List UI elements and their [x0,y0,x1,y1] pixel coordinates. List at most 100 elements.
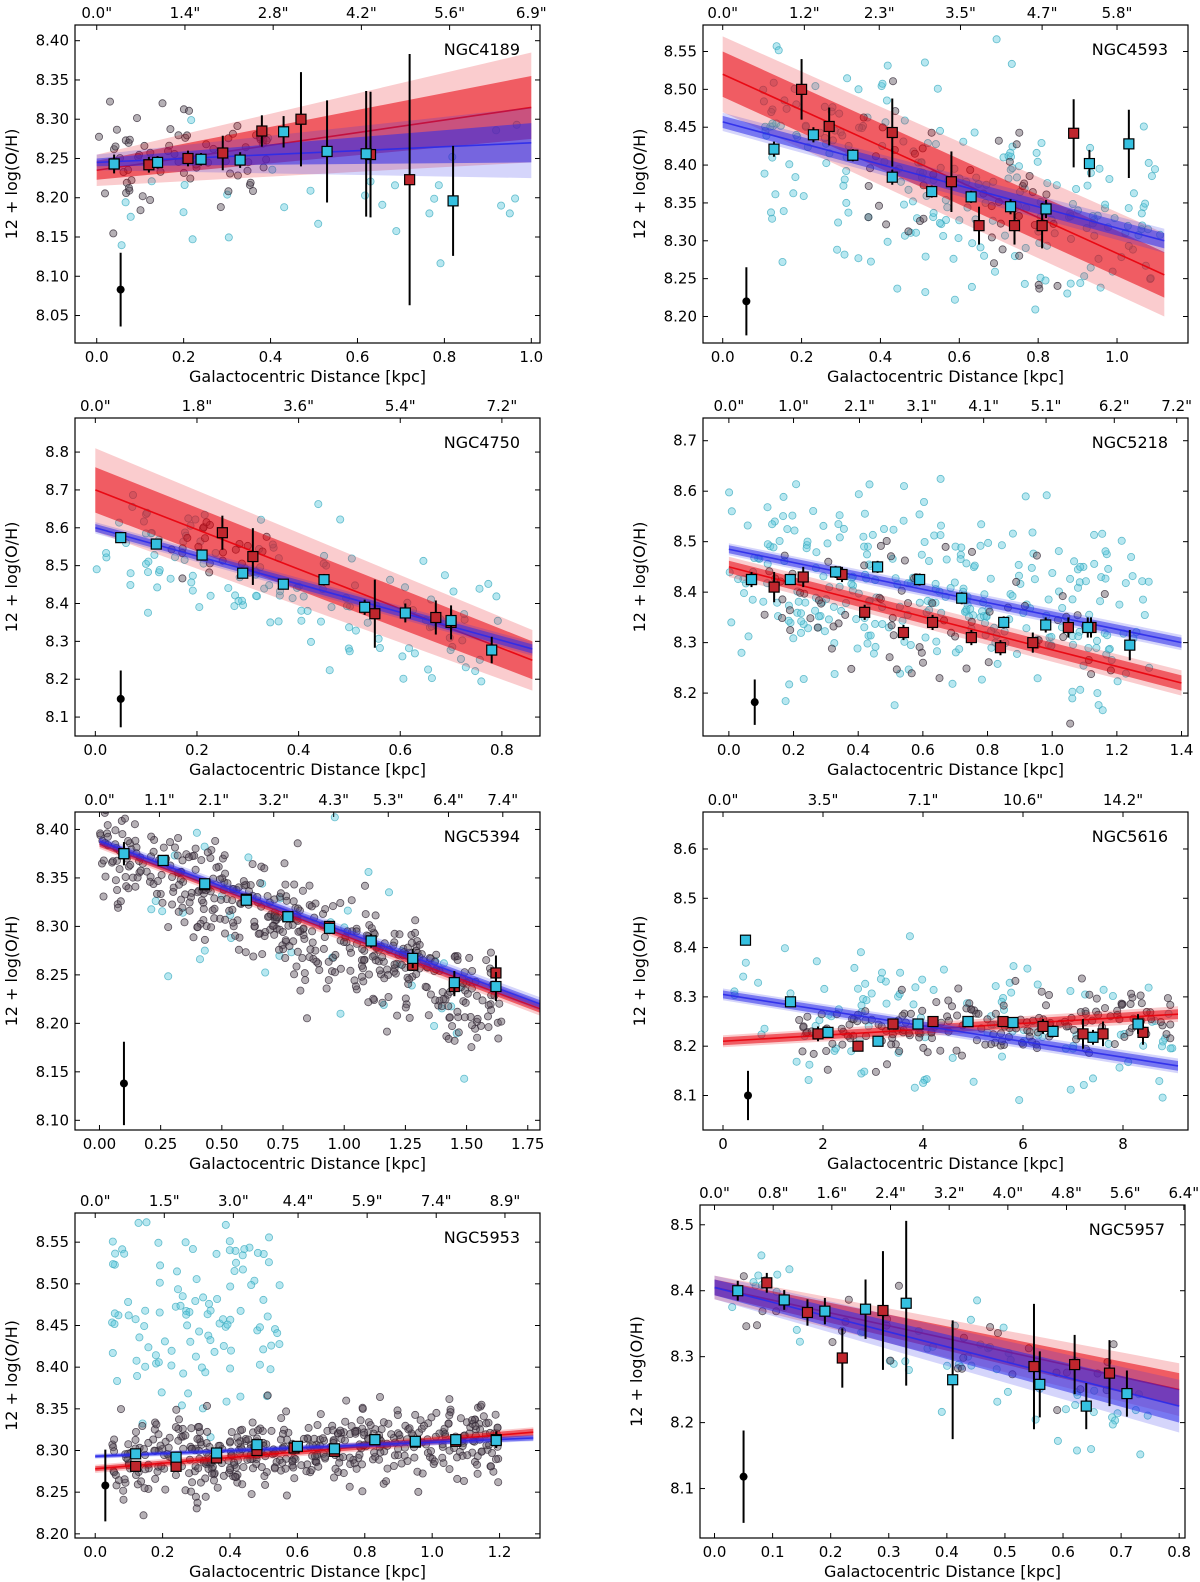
grey-spaxel-point [138,192,147,201]
cyan-spaxel-point [255,1360,264,1369]
cyan-spaxel-point [779,492,788,501]
typical-error-point [101,1481,110,1490]
cyan-binned-marker [784,573,796,586]
grey-spaxel-point [306,945,315,954]
grey-spaxel-point [95,132,104,141]
cyan-spaxel-point [150,550,159,559]
cyan-binned-marker [486,644,498,656]
red-binned-marker [1077,1028,1089,1040]
grey-spaxel-point [907,669,916,678]
grey-spaxel-point [892,665,901,674]
x-tick-label: 0.25 [144,1135,177,1153]
blue-fit-line [714,1286,1180,1407]
grey-spaxel-point [302,1014,311,1023]
grey-spaxel-point [484,1418,493,1427]
grey-spaxel-point [276,1435,285,1444]
cyan-binned-marker [1047,1025,1059,1037]
grey-spaxel-point [193,1434,202,1443]
y-tick-label: 8.20 [36,1525,69,1543]
grey-spaxel-point [897,985,906,994]
cyan-spaxel-point [253,1248,262,1257]
grey-spaxel-point [380,974,389,983]
red-binned-marker [877,1304,889,1317]
top-tick-label: 5.1" [1031,397,1062,415]
cyan-spaxel-point [772,42,781,51]
typical-error-point [116,285,125,294]
cyan-spaxel-point [775,537,784,546]
cyan-spaxel-point [158,907,167,916]
cyan-spaxel-point [1093,636,1102,645]
y-tick-label: 8.15 [36,1063,69,1081]
grey-spaxel-point [904,227,913,236]
blue-fit-line [96,141,532,164]
cyan-spaxel-point [213,1295,222,1304]
cyan-binned-marker [490,1434,502,1447]
cyan-spaxel-point [966,1315,975,1324]
cyan-spaxel-point [969,611,978,620]
cyan-spaxel-point [853,644,862,653]
grey-spaxel-point [125,186,134,195]
cyan-spaxel-point [968,239,977,248]
grey-spaxel-point [486,948,495,957]
cyan-spaxel-point [314,500,323,509]
plot-area [725,474,1182,728]
grey-spaxel-point [882,220,891,229]
grey-spaxel-point [140,141,149,150]
grey-spaxel-point [276,889,285,898]
grey-spaxel-point [125,135,134,144]
grey-spaxel-point [124,884,133,893]
cyan-spaxel-point [206,1306,215,1315]
grey-spaxel-point [182,131,191,140]
cyan-spaxel-point [939,965,948,974]
panel-ngc4189: 0.0 0.2 0.4 0.6 0.8 1.0 0.0" 1.4" 2.8" 4.2" 5.6" 6.… [2,4,547,386]
grey-spaxel-point [174,907,183,916]
grey-spaxel-point [300,969,309,978]
grey-spaxel-point [822,1047,831,1056]
cyan-spaxel-point [869,649,878,658]
red-binned-marker [926,616,939,629]
cyan-spaxel-point [392,227,401,236]
grey-spaxel-point [331,950,340,959]
cyan-spaxel-point [1089,1074,1098,1083]
cyan-binned-marker [956,592,968,604]
grey-spaxel-point [467,1021,476,1030]
grey-spaxel-point [900,556,909,565]
cyan-binned-marker [291,1440,303,1452]
grey-spaxel-point [234,945,243,954]
x-axis-title: Galactocentric Distance [kpc] [189,760,426,779]
grey-spaxel-point [359,1431,368,1440]
red-binned-marker [973,220,985,232]
cyan-spaxel-point [440,571,449,580]
y-tick-label: 8.30 [664,232,697,250]
cyan-spaxel-point [860,623,869,632]
typical-error-point [119,1079,128,1088]
cyan-binned-marker [886,171,898,183]
cyan-spaxel-point [336,515,345,524]
x-tick-label: 0.6 [947,348,971,366]
cyan-spaxel-point [929,213,938,222]
top-tick-label: 2.3" [864,4,895,22]
plot-area [96,812,540,1126]
grey-spaxel-point [1015,128,1024,137]
grey-spaxel-point [410,1453,419,1462]
grey-spaxel-point [1053,281,1062,290]
cyan-spaxel-point [754,978,763,987]
grey-spaxel-point [384,1419,393,1428]
cyan-spaxel-point [861,979,870,988]
grey-spaxel-point [355,1450,364,1459]
y-tick-label: 8.3 [670,1348,694,1366]
cyan-spaxel-point [883,61,892,70]
grey-spaxel-point [142,867,151,876]
cyan-spaxel-point [477,677,486,686]
grey-spaxel-point [244,1435,253,1444]
grey-spaxel-point [356,1416,365,1425]
grey-spaxel-point [985,607,994,616]
grey-spaxel-point [177,895,186,904]
grey-spaxel-point [785,606,794,615]
cyan-spaxel-point [1104,564,1113,573]
cyan-spaxel-point [866,257,875,266]
cyan-spaxel-point [882,96,891,105]
grey-spaxel-point [383,965,392,974]
plot-frame [702,417,1189,737]
cyan-spaxel-point [1042,491,1051,500]
